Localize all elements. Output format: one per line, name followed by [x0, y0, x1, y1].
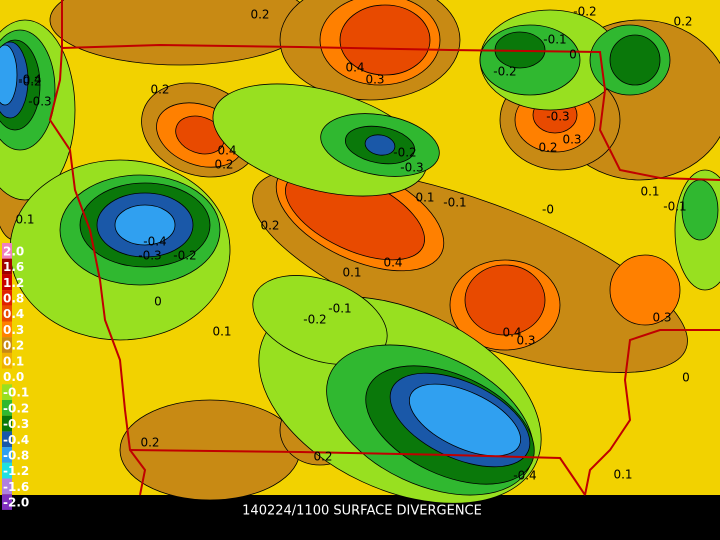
contour-label: -0.3 [28, 95, 51, 109]
legend-label: 1.6 [3, 260, 24, 274]
legend-swatch [2, 305, 12, 322]
contour-area [339, 4, 431, 76]
contour-label: 0.4 [383, 256, 402, 270]
contour-label: 0.2 [260, 219, 279, 233]
legend-swatch [2, 274, 12, 291]
contour-label: -0.3 [400, 161, 423, 175]
legend-label: -0.2 [3, 401, 29, 415]
contour-label: 0.3 [516, 334, 535, 348]
legend-swatch [2, 290, 12, 306]
contour-label: 0.2 [673, 15, 692, 29]
contour-label: 0.1 [15, 213, 34, 227]
legend-swatch [2, 321, 12, 338]
contour-label: -0.1 [543, 33, 566, 47]
legend-swatch [2, 368, 12, 385]
contour-label: 0.4 [217, 144, 236, 158]
contour-label: -0.2 [18, 75, 41, 89]
contour-label: -0.2 [573, 5, 596, 19]
contour-label: 0.2 [150, 83, 169, 97]
contour-label: 0.3 [562, 133, 581, 147]
contour-label: -0.1 [328, 302, 351, 316]
legend-swatch [2, 400, 12, 416]
legend-swatch [2, 447, 12, 463]
legend-label: -0.3 [3, 417, 29, 431]
legend-label: 0.4 [3, 307, 24, 321]
state-border [48, 0, 147, 496]
state-border [61, 43, 720, 181]
legend-swatch [2, 352, 12, 369]
legend-label: 0.3 [3, 323, 24, 337]
contour-label: -0.4 [513, 469, 536, 483]
contour-area [609, 254, 681, 326]
legend-label: -1.6 [3, 480, 29, 494]
legend-label: -0.8 [3, 448, 29, 462]
legend-swatch [2, 243, 12, 259]
state-border [584, 329, 720, 496]
contour-area [609, 34, 661, 86]
contour-label: -0.1 [663, 200, 686, 214]
legend-label: 1.2 [3, 276, 24, 290]
legend-label: 0.8 [3, 291, 24, 305]
contour-label: -0.2 [393, 146, 416, 160]
contour-label: 0.3 [365, 73, 384, 87]
legend-label: -1.2 [3, 464, 29, 478]
legend: 2.0 1.6 1.20.8 0.4 0.3 0.20.1 0.0 -0.1-0.2 -0.3 -… [2, 243, 29, 510]
contour-label: 0.1 [415, 191, 434, 205]
contour-label: -0.3 [546, 110, 569, 124]
legend-label: -0.4 [3, 433, 29, 447]
contour-area [114, 204, 176, 246]
contour-label: -0.2 [493, 65, 516, 79]
contour-label: -0.4 [18, 73, 41, 87]
contour-area [681, 179, 719, 241]
contour-label: -0.2 [173, 249, 196, 263]
contour-label: 0 [154, 295, 162, 309]
legend-label: 0.1 [3, 354, 24, 368]
contour-label: 0.4 [502, 326, 521, 340]
contour-label: 0.1 [640, 185, 659, 199]
contour-label: 0.2 [140, 436, 159, 450]
contour-label: -0.4 [143, 235, 166, 249]
contour-label: 0.2 [313, 450, 332, 464]
contour-label: 0.2 [214, 158, 233, 172]
contour-area [464, 264, 546, 336]
legend-swatch [2, 258, 12, 275]
contour-label: 0.1 [613, 468, 632, 482]
caption: 140224/1100 SURFACE DIVERGENCE [242, 504, 482, 519]
legend-swatch [2, 337, 12, 353]
legend-label: 0.0 [3, 370, 24, 384]
legend-label: 2.0 [3, 244, 24, 258]
contour-label: 0 [569, 48, 577, 62]
contour-area [408, 383, 522, 457]
contour-label: 0 [682, 371, 690, 385]
contour-label: 0.1 [212, 325, 231, 339]
legend-swatch [2, 494, 12, 510]
contour-label: -0.2 [303, 313, 326, 327]
contour-label: 0.1 [342, 266, 361, 280]
state-border [129, 449, 586, 496]
legend-swatch [2, 478, 12, 495]
contour-label: 0.3 [652, 311, 671, 325]
legend-swatch [2, 431, 12, 448]
contour-label: 0.4 [345, 61, 364, 75]
contour-label: 0.2 [250, 8, 269, 22]
legend-swatch [2, 462, 12, 479]
contour-label: -0 [542, 203, 554, 217]
legend-label: -0.1 [3, 386, 29, 400]
legend-swatch [2, 415, 12, 432]
contour-area [364, 134, 396, 156]
contour-label: 0.2 [538, 141, 557, 155]
contour-labels: 0.2 -0.20.2-0.10-0.4-0.20.20.40.3-0.20.2-… [15, 5, 692, 483]
legend-label: 0.2 [3, 339, 24, 353]
contour-area [175, 115, 225, 155]
legend-label: -2.0 [3, 496, 29, 510]
contour-area [0, 44, 18, 106]
contour-label: -0.1 [443, 196, 466, 210]
legend-swatch [2, 384, 12, 400]
contour-area [252, 275, 388, 365]
contour-label: -0.3 [138, 249, 161, 263]
